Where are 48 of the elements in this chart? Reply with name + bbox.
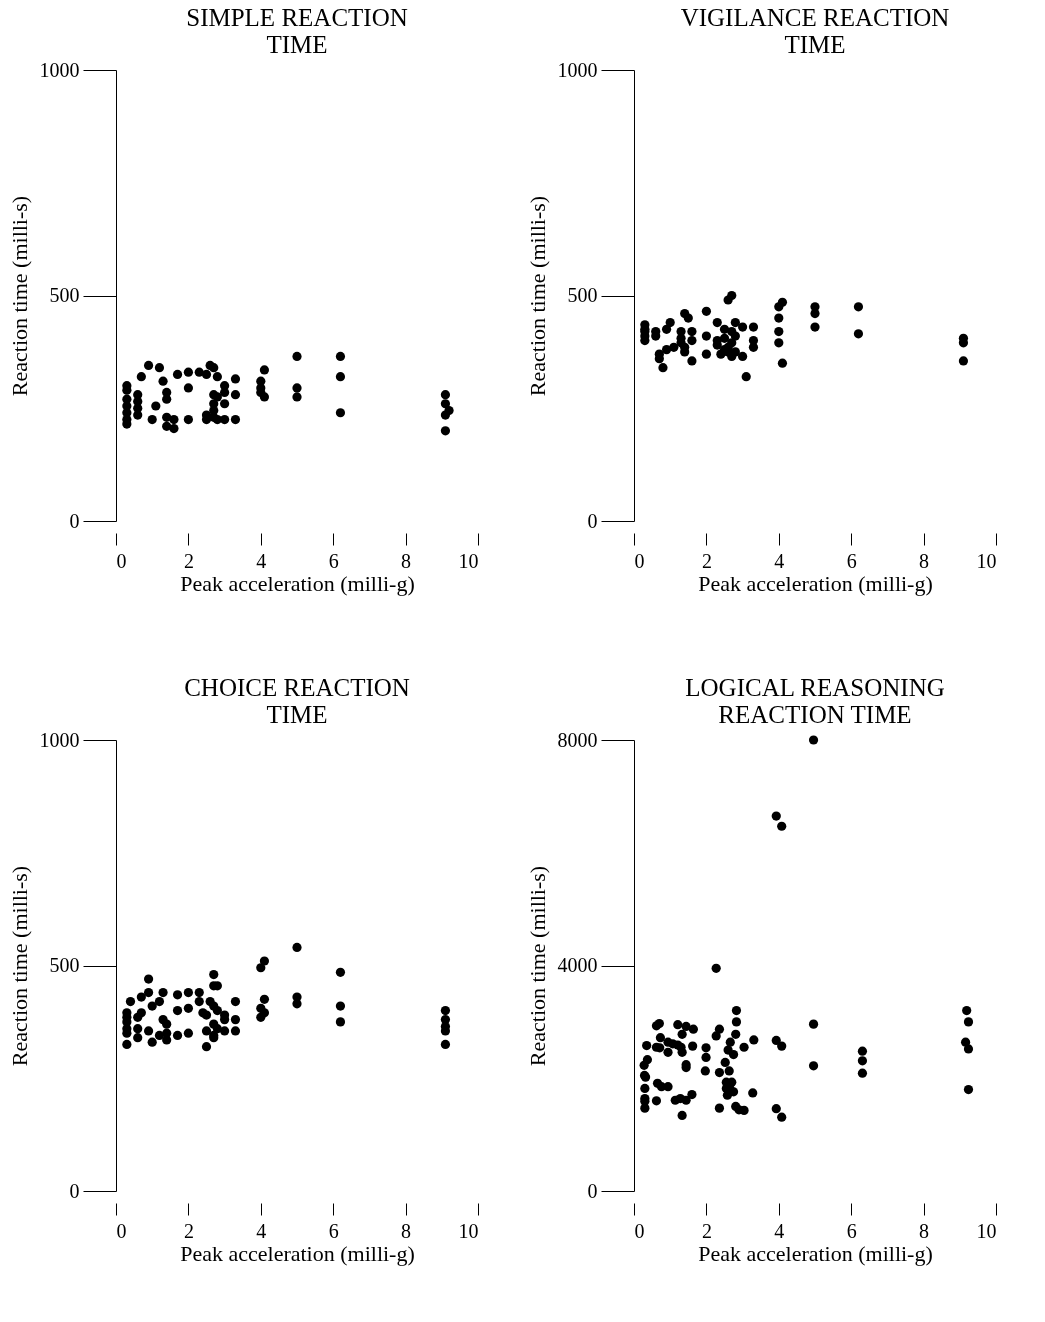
x-axis-title: Peak acceleration (milli-g) (698, 1240, 933, 1266)
y-tick-label: 0 (587, 509, 598, 532)
x-tick-label: 2 (701, 1219, 712, 1242)
y-tick-label: 500 (49, 954, 80, 976)
x-tick-label: 6 (846, 1219, 857, 1242)
y-axis-title: Reaction time (milli-s) (6, 195, 32, 397)
x-tick-label: 0 (116, 549, 127, 572)
y-tick-label: 1000 (39, 58, 80, 81)
x-tick-label: 10 (458, 549, 479, 572)
chart-title: VIGILANCE REACTION TIME (680, 4, 950, 58)
x-tick-label: 6 (328, 1219, 339, 1242)
y-tick-label: 8000 (557, 728, 598, 751)
x-tick-label: 8 (919, 549, 930, 572)
y-tick-label: 4000 (557, 954, 598, 976)
y-axis-title: Reaction time (milli-s) (6, 865, 32, 1067)
chart-title: LOGICAL REASONING REACTION TIME (685, 674, 945, 728)
chart-title: CHOICE REACTION TIME (184, 674, 410, 728)
x-tick-label: 0 (634, 1219, 645, 1242)
y-axis-title: Reaction time (milli-s) (524, 865, 550, 1067)
y-tick-label: 500 (567, 284, 598, 306)
x-axis-title: Peak acceleration (milli-g) (180, 1240, 415, 1266)
x-tick-label: 2 (183, 1219, 194, 1242)
y-axis-title: Reaction time (milli-s) (524, 195, 550, 397)
x-axis-title: Peak acceleration (milli-g) (180, 570, 415, 596)
x-tick-label: 6 (328, 549, 339, 572)
x-tick-label: 2 (183, 549, 194, 572)
y-tick-label: 1000 (557, 58, 598, 81)
x-tick-label: 2 (701, 549, 712, 572)
x-tick-label: 4 (256, 549, 267, 572)
y-tick-label: 0 (69, 509, 80, 532)
x-tick-label: 8 (919, 1219, 930, 1242)
x-axis-title: Peak acceleration (milli-g) (698, 570, 933, 596)
x-tick-label: 8 (401, 1219, 412, 1242)
x-tick-label: 4 (774, 549, 785, 572)
x-tick-label: 10 (976, 549, 997, 572)
x-tick-label: 6 (846, 549, 857, 572)
y-tick-label: 0 (69, 1179, 80, 1202)
y-tick-label: 500 (49, 284, 80, 306)
x-tick-label: 4 (774, 1219, 785, 1242)
x-tick-label: 8 (401, 549, 412, 572)
x-tick-label: 10 (976, 1219, 997, 1242)
x-tick-label: 10 (458, 1219, 479, 1242)
x-tick-label: 0 (634, 549, 645, 572)
chart-title: SIMPLE REACTION TIME (186, 4, 408, 58)
x-tick-label: 4 (256, 1219, 267, 1242)
y-tick-label: 0 (587, 1179, 598, 1202)
x-tick-label: 0 (116, 1219, 127, 1242)
y-tick-label: 1000 (39, 728, 80, 751)
